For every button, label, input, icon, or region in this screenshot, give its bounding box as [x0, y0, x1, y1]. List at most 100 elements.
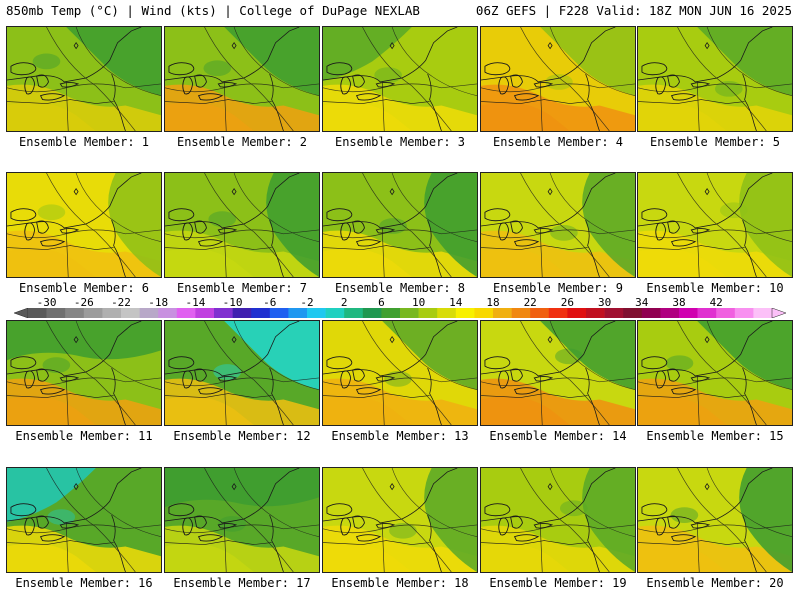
warm-core	[638, 543, 727, 572]
lake-huron-outline	[510, 368, 523, 382]
isotherm-contour	[7, 83, 161, 93]
colorbar-segment	[586, 308, 605, 318]
lake-michigan-outline	[340, 517, 352, 536]
state-border	[65, 81, 69, 131]
lake-michigan-outline	[24, 76, 36, 95]
colorbar-segment	[734, 308, 754, 318]
us-canada-border	[323, 321, 458, 377]
isotherm-contour	[520, 173, 610, 277]
atlantic-coastline	[742, 219, 757, 277]
colorbar-tick-label: 14	[449, 296, 463, 309]
state-border	[323, 540, 430, 545]
warm-core	[481, 396, 570, 425]
lake-huron-outline	[194, 515, 207, 529]
ensemble-member-label: Ensemble Member: 18	[331, 576, 469, 590]
isotherm-contour	[638, 377, 792, 387]
cool-region	[108, 173, 161, 277]
ensemble-map-panel	[480, 172, 636, 278]
state-border	[696, 522, 700, 572]
warm-core	[481, 248, 570, 277]
colorbar-segment	[548, 308, 568, 318]
isotherm-contour	[706, 27, 792, 96]
ensemble-map-panel	[322, 467, 478, 573]
ensemble-member-label: Ensemble Member: 19	[489, 576, 627, 590]
lake-michigan-outline	[340, 76, 352, 95]
atlantic-coastline	[269, 219, 284, 277]
colorbar-segment	[381, 308, 401, 318]
cool-region	[224, 321, 319, 390]
colorbar-tick-label: 30	[597, 296, 612, 309]
cool-region	[382, 321, 477, 390]
lake-superior-outline	[484, 356, 511, 370]
lake-huron-outline	[510, 515, 523, 529]
colorbar-segment	[623, 308, 643, 318]
us-canada-border	[323, 173, 458, 229]
colorbar-tick-label: -10	[222, 296, 243, 309]
lake-superior-outline	[641, 62, 668, 76]
colorbar-max-arrow	[771, 308, 786, 318]
cool-patch	[670, 507, 699, 523]
lake-michigan-outline	[182, 222, 194, 241]
isotherm-contour	[7, 524, 161, 534]
lake-erie-outline	[197, 387, 224, 395]
colorbar-tick-label: -22	[111, 296, 131, 309]
state-border	[223, 81, 227, 131]
cool-region	[739, 173, 792, 277]
lake-michigan-outline	[340, 222, 352, 241]
us-canada-border	[7, 173, 142, 229]
us-canada-border	[481, 173, 616, 229]
isotherm-contour	[677, 27, 767, 131]
station-marker	[389, 482, 395, 491]
ensemble-map-panel	[480, 320, 636, 426]
warm-core	[481, 102, 570, 131]
ensemble-member-label: Ensemble Member: 15	[646, 429, 784, 443]
colorbar-segment	[325, 308, 345, 318]
colorbar-segment	[604, 308, 624, 318]
colorbar-segment	[46, 308, 66, 318]
warm-core	[165, 102, 254, 131]
colorbar-segment	[418, 308, 438, 318]
lake-erie-outline	[355, 239, 382, 247]
colorbar-segment	[232, 308, 252, 318]
colorbar-segment	[679, 308, 698, 318]
isotherm-contour	[204, 468, 294, 572]
colorbar-segment	[121, 308, 140, 318]
lake-huron-outline	[36, 220, 49, 234]
cool-patch	[389, 522, 417, 539]
lake-superior-outline	[326, 62, 353, 76]
station-marker	[704, 335, 710, 344]
lake-erie-outline	[39, 239, 66, 247]
ensemble-member-label: Ensemble Member: 14	[489, 429, 627, 443]
isotherm-contour	[233, 321, 319, 390]
colorbar-segment	[530, 308, 550, 318]
lake-huron-outline	[352, 368, 365, 382]
us-canada-border	[7, 27, 142, 83]
us-canada-border	[481, 321, 616, 377]
lake-erie-outline	[513, 93, 540, 101]
state-border	[638, 99, 745, 104]
cool-patch	[208, 211, 237, 227]
lake-huron-outline	[36, 515, 49, 529]
state-border	[381, 81, 385, 131]
ensemble-map-panel	[322, 26, 478, 132]
warm-core	[638, 396, 727, 425]
state-border	[539, 522, 543, 572]
state-border	[481, 99, 588, 104]
ensemble-member-label: Ensemble Member: 12	[173, 429, 311, 443]
cool-region	[697, 27, 792, 96]
colorbar-segment	[641, 308, 661, 318]
lake-huron-outline	[194, 74, 207, 88]
lake-erie-outline	[513, 534, 540, 542]
us-canada-border	[323, 468, 458, 524]
cool-patch	[32, 53, 61, 70]
colorbar-tick-label: -26	[73, 296, 94, 309]
us-canada-border	[638, 27, 773, 83]
atlantic-coastline	[585, 514, 600, 572]
colorbar-segment	[214, 308, 233, 318]
lake-superior-outline	[168, 503, 195, 517]
isotherm-contour	[638, 524, 792, 534]
warm-core	[7, 102, 96, 131]
station-marker	[231, 482, 237, 491]
isotherm-contour	[638, 83, 792, 93]
colorbar-segment	[307, 308, 326, 318]
